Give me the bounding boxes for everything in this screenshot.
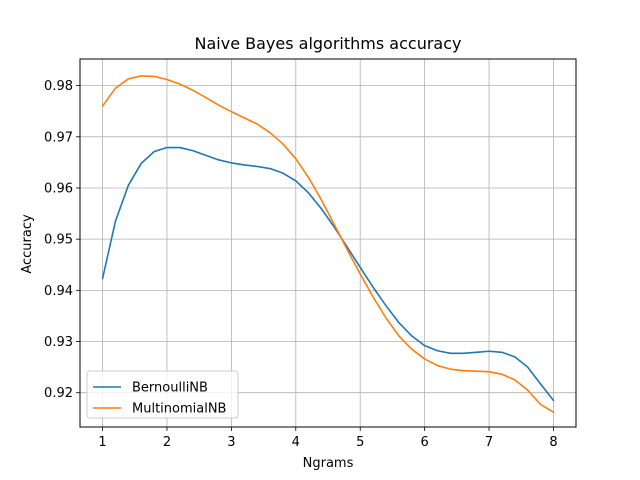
y-axis-label: Accuracy [20, 214, 35, 274]
x-tick-label: 1 [98, 435, 106, 450]
y-tick-label: 0.93 [44, 335, 73, 350]
x-tick-label: 8 [549, 435, 557, 450]
x-tick-label: 2 [163, 435, 171, 450]
series-line-multinomialnb [101, 75, 555, 413]
x-tick-label: 4 [292, 435, 300, 450]
y-tick-label: 0.97 [44, 130, 73, 145]
series-line-bernoullinb [101, 146, 555, 402]
x-tick-label: 6 [420, 435, 428, 450]
x-tick-label: 5 [356, 435, 364, 450]
y-tick-label: 0.96 [44, 181, 73, 196]
y-tick-label: 0.92 [44, 386, 73, 401]
x-axis-ticks: 1 2 3 4 5 6 7 8 [98, 427, 558, 450]
x-axis-label: Ngrams [303, 456, 354, 471]
y-tick-label: 0.94 [44, 284, 73, 299]
x-tick-label: 7 [485, 435, 493, 450]
plot-lines [101, 75, 555, 413]
legend-label: MultinomialNB [132, 402, 226, 417]
y-tick-label: 0.95 [44, 233, 73, 248]
chart-title: Naive Bayes algorithms accuracy [195, 34, 462, 53]
grid [80, 59, 576, 427]
plot-frame [79, 58, 577, 428]
legend-label: BernoulliNB [132, 381, 208, 396]
legend-box [86, 370, 239, 419]
legend: BernoulliNB MultinomialNB [86, 370, 239, 419]
y-tick-label: 0.98 [44, 79, 73, 94]
y-axis-ticks: 0.92 0.93 0.94 0.95 0.96 0.97 0.98 [44, 79, 80, 401]
x-tick-label: 3 [227, 435, 235, 450]
